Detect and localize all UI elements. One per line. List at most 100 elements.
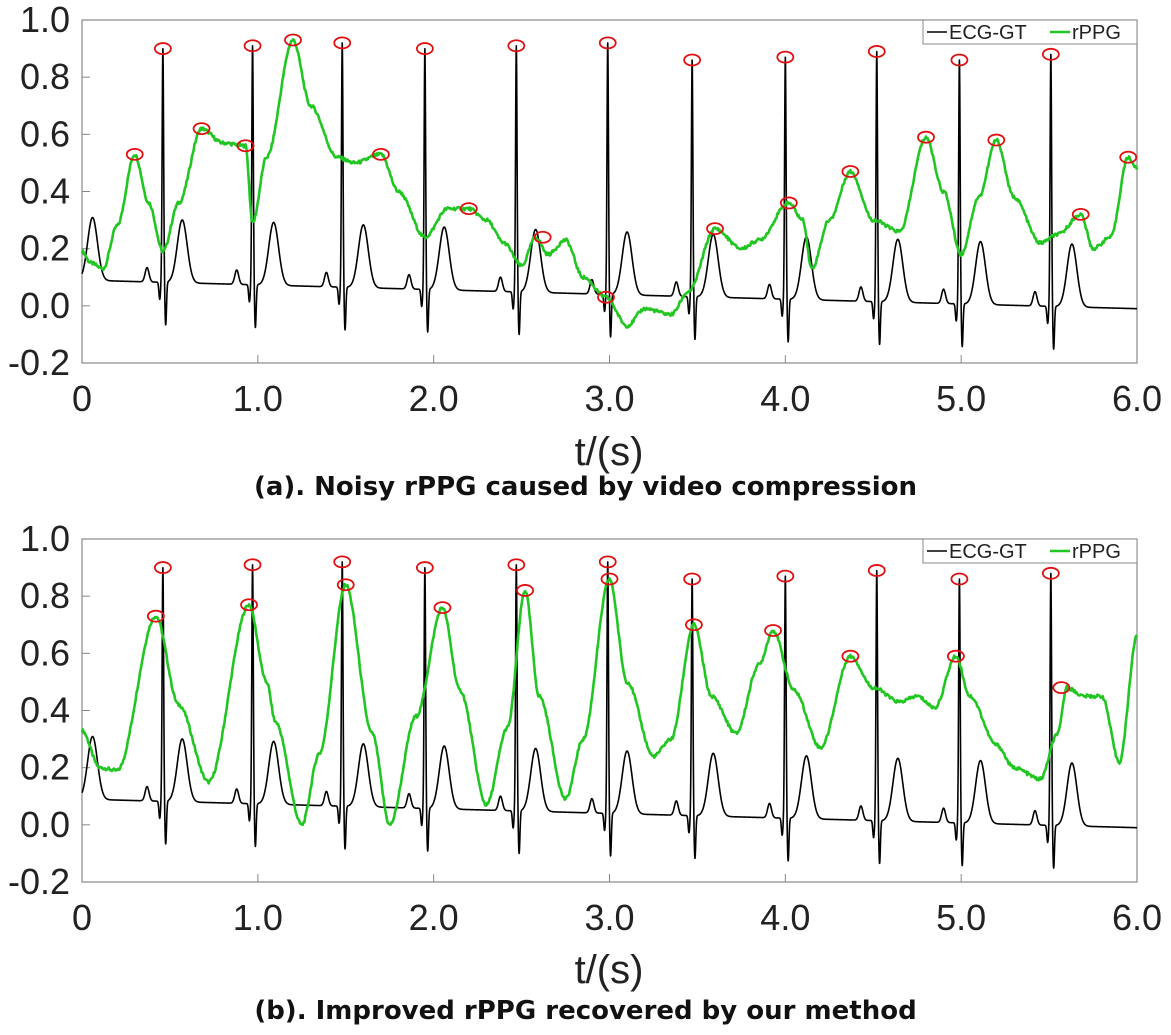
chart-panel-b: 1.0 0.8 0.6 0.4 0.2 0.0 -0.2 0 1.0 2.0 3.0 4.0 5.0 6… [8,518,1162,992]
x-axis-title-b: t/(s) [575,948,644,992]
legend-label-ecg: ECG-GT [949,22,1027,44]
rppg-peak-marker [533,230,552,244]
ecg-peak-marker [507,558,526,572]
y-tick-label: -0.2 [8,861,70,902]
y-tick-label: 0.4 [20,171,70,212]
ecg-series-a [81,42,1138,350]
ecg-peak-marker [243,39,262,53]
x-tick-label: 0 [72,897,92,938]
ecg-peak-marker [950,572,969,586]
x-axis-a: 0 1.0 2.0 3.0 4.0 5.0 6.0 [72,355,1162,419]
chart-panel-a: 1.0 0.8 0.6 0.4 0.2 0.0 -0.2 0 1.0 2.0 3.0 4.0 5.0 6… [8,0,1162,474]
ecg-peak-marker [867,564,886,577]
ecg-peak-marker [683,572,702,586]
rppg-peak-marker [600,572,619,586]
legend-a: ECG-GT rPPG [922,19,1138,45]
y-tick-label: 0.2 [20,747,70,788]
ecg-peak-marker [950,53,969,67]
x-tick-label: 4.0 [760,897,810,938]
ecg-peak-marker [415,42,434,55]
rppg-peak-marker [685,618,703,632]
ecg-line [81,42,1138,350]
ecg-peak-marker [243,558,262,572]
caption-a: (a). Noisy rPPG caused by video compress… [253,472,918,502]
legend-b: ECG-GT rPPG [922,538,1138,564]
rppg-peak-marker [1052,681,1071,695]
legend-label-ecg: ECG-GT [949,541,1027,563]
rppg-peak-marker [917,130,935,144]
y-tick-label: 0.8 [20,575,70,616]
y-axis-a: 1.0 0.8 0.6 0.4 0.2 0.0 -0.2 [8,0,90,383]
x-tick-label: 5.0 [936,897,986,938]
legend-label-rppg: rPPG [1072,541,1121,563]
x-tick-label: 2.0 [409,378,459,419]
x-tick-label: 4.0 [760,378,810,419]
rppg-peak-marker [1119,150,1138,164]
peak-markers-b [146,555,1071,695]
legend-label-rppg: rPPG [1072,22,1121,44]
rppg-peak-marker [240,598,258,612]
rppg-peak-marker [125,147,144,161]
x-tick-label: 3.0 [584,897,634,938]
ecg-peak-marker [507,39,526,53]
rppg-peak-marker [336,578,355,592]
y-tick-label: 1.0 [20,518,70,559]
y-tick-label: 1.0 [20,0,70,40]
y-tick-label: 0.4 [20,690,70,731]
rppg-peak-marker [516,584,534,597]
rppg-peak-marker [841,165,860,178]
y-tick-label: 0.0 [20,285,70,326]
y-tick-label: 0.0 [20,804,70,845]
x-tick-label: 2.0 [409,897,459,938]
rppg-peak-marker [841,649,860,663]
legend-box [922,19,1138,45]
rppg-line [80,38,1139,329]
rppg-peak-marker [192,122,211,136]
ecg-peak-marker [683,53,702,67]
ecg-peak-marker [415,561,434,574]
rppg-peak-marker [764,624,782,637]
rppg-peak-marker [597,290,615,304]
rppg-peak-marker [236,139,255,153]
ecg-peak-marker [1041,47,1060,61]
ecg-peak-marker [598,555,617,569]
rppg-peak-marker [987,133,1006,147]
y-tick-label: 0.2 [20,228,70,269]
ecg-peak-marker [153,561,172,574]
x-tick-label: 6.0 [1112,378,1162,419]
rppg-peak-marker [146,609,165,623]
rppg-peak-marker [1071,207,1090,221]
x-tick-label: 0 [72,378,92,419]
y-axis-b: 1.0 0.8 0.6 0.4 0.2 0.0 -0.2 [8,518,90,902]
ecg-peak-marker [1041,566,1060,580]
x-axis-title-a: t/(s) [575,430,644,474]
y-tick-label: -0.2 [8,342,70,383]
rppg-peak-marker [706,222,724,236]
x-tick-label: 6.0 [1112,897,1162,938]
ecg-peak-marker [867,45,886,58]
rppg-peak-marker [779,196,798,210]
ecg-peak-marker [153,42,172,55]
y-tick-label: 0.6 [20,632,70,673]
x-tick-label: 5.0 [936,378,986,419]
rppg-peak-marker [372,147,390,161]
rppg-peak-marker [433,601,452,614]
rppg-series-b [80,577,1139,827]
peak-markers-a [125,33,1138,304]
ecg-peak-marker [333,36,352,50]
rppg-peak-marker [459,202,478,216]
x-tick-label: 1.0 [233,378,283,419]
x-axis-b: 0 1.0 2.0 3.0 4.0 5.0 6.0 [72,874,1162,938]
rppg-peak-marker [284,33,302,47]
rppg-peak-marker [946,649,965,663]
ecg-line [81,561,1138,869]
ecg-peak-marker [776,50,795,64]
ecg-peak-marker [598,36,617,50]
ecg-peak-marker [333,555,352,569]
legend-box [922,538,1138,564]
rppg-series-a [80,38,1139,329]
rppg-line [80,577,1139,827]
x-tick-label: 1.0 [233,897,283,938]
ecg-peak-marker [776,569,795,583]
